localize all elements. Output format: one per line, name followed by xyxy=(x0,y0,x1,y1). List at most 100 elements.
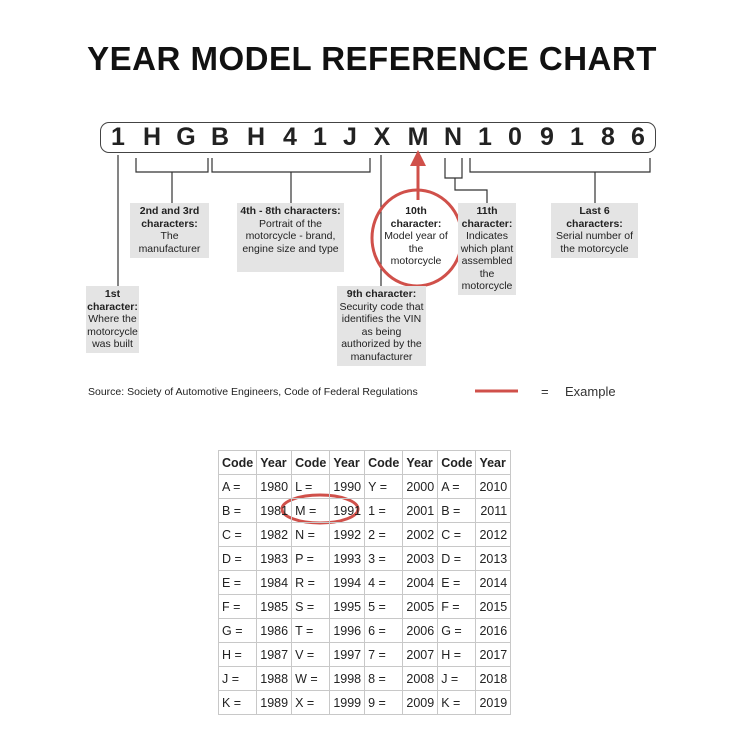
year-cell: 2006 xyxy=(402,618,439,643)
code-cell: D = xyxy=(437,546,477,571)
code-cell: F = xyxy=(437,594,477,619)
vin-character: 8 xyxy=(601,123,615,151)
column-header: Code xyxy=(364,450,404,475)
code-cell: M = xyxy=(291,498,331,523)
code-cell: 7 = xyxy=(364,642,404,667)
year-cell: 1996 xyxy=(329,618,366,643)
year-cell: 2001 xyxy=(402,498,439,523)
code-cell: N = xyxy=(291,522,331,547)
vin-character: G xyxy=(176,123,196,151)
code-cell: F = xyxy=(217,594,258,619)
year-cell: 2017 xyxy=(475,642,512,667)
code-cell: 1 = xyxy=(364,498,404,523)
year-cell: 2009 xyxy=(402,690,439,715)
code-cell: A = xyxy=(217,474,258,499)
year-cell: 2005 xyxy=(402,594,439,619)
year-cell: 2015 xyxy=(475,594,512,619)
table-row: E = 1984 R = 1994 4 = 2004 E = 2014 xyxy=(217,570,512,595)
year-cell: 1990 xyxy=(329,474,366,499)
year-cell: 1989 xyxy=(256,690,293,715)
code-cell: B = xyxy=(217,498,258,523)
code-cell: B = xyxy=(437,498,477,523)
vin-character: 4 xyxy=(283,123,297,151)
code-cell: Y = xyxy=(364,474,404,499)
code-cell: J = xyxy=(437,666,477,691)
vin-character: J xyxy=(343,123,357,151)
column-header: Year xyxy=(329,450,366,475)
column-header: Year xyxy=(475,450,512,475)
year-cell: 1997 xyxy=(329,642,366,667)
vin-character: M xyxy=(407,123,429,151)
year-cell: 1995 xyxy=(329,594,366,619)
code-cell: D = xyxy=(217,546,258,571)
vin-character: 0 xyxy=(508,123,522,151)
code-cell: R = xyxy=(291,570,331,595)
code-cell: L = xyxy=(291,474,331,499)
code-cell: 6 = xyxy=(364,618,404,643)
code-cell: V = xyxy=(291,642,331,667)
bracket-2-3 xyxy=(135,158,209,203)
column-header: Code xyxy=(217,450,258,475)
vin-character: 1 xyxy=(570,123,584,151)
code-cell: X = xyxy=(291,690,331,715)
vin-character: 9 xyxy=(540,123,554,151)
page-title: YEAR MODEL REFERENCE CHART xyxy=(87,40,657,77)
year-cell: 2014 xyxy=(475,570,512,595)
label-eleventh: 11th character: Indicates which plant ass… xyxy=(458,203,516,295)
year-cell: 1985 xyxy=(256,594,293,619)
year-cell: 2000 xyxy=(402,474,439,499)
year-cell: 1994 xyxy=(329,570,366,595)
label-last6: Last 6 characters: Serial number of the m… xyxy=(551,203,638,258)
year-cell: 1983 xyxy=(256,546,293,571)
year-cell: 1992 xyxy=(329,522,366,547)
label-second-third: 2nd and 3rd characters: The manufacturer xyxy=(130,203,209,258)
year-cell: 1993 xyxy=(329,546,366,571)
code-cell: S = xyxy=(291,594,331,619)
code-cell: G = xyxy=(217,618,258,643)
year-cell: 2007 xyxy=(402,642,439,667)
table-row: G = 1986 T = 1996 6 = 2006 G = 2016 xyxy=(217,618,512,643)
vin-character: 6 xyxy=(631,123,645,151)
table-row: K = 1989 X = 1999 9 = 2009 K = 2019 xyxy=(217,690,512,715)
table-header-row: Code Year Code Year Code Year Code Year xyxy=(217,450,512,475)
table-row: D = 1983 P = 1993 3 = 2003 D = 2013 xyxy=(217,546,512,571)
code-cell: 4 = xyxy=(364,570,404,595)
code-cell: K = xyxy=(437,690,477,715)
year-cell: 1986 xyxy=(256,618,293,643)
year-cell: 1999 xyxy=(329,690,366,715)
code-cell: H = xyxy=(437,642,477,667)
table-row: A = 1980 L = 1990 Y = 2000 A = 2010 xyxy=(217,474,512,499)
table-row: J = 1988 W = 1998 8 = 2008 J = 2018 xyxy=(217,666,512,691)
year-cell: 1988 xyxy=(256,666,293,691)
legend-label: Example xyxy=(565,384,616,399)
column-header: Year xyxy=(402,450,439,475)
code-cell: A = xyxy=(437,474,477,499)
code-cell: 5 = xyxy=(364,594,404,619)
year-cell: 2002 xyxy=(402,522,439,547)
year-cell: 1987 xyxy=(256,642,293,667)
table-row: B = 1981 M = 1991 1 = 2001 B = 2011 xyxy=(217,498,512,523)
code-cell: E = xyxy=(437,570,477,595)
legend-equals: = xyxy=(541,384,549,399)
vin-character: X xyxy=(373,123,391,151)
label-first: 1st character: Where the motorcycle was b… xyxy=(86,286,139,353)
code-cell: E = xyxy=(217,570,258,595)
year-cell: 1998 xyxy=(329,666,366,691)
year-cell: 2013 xyxy=(475,546,512,571)
label-fourth-eighth: 4th - 8th characters: Portrait of the mot… xyxy=(237,203,344,272)
bracket-last6 xyxy=(469,158,651,203)
table-row: C = 1982 N = 1992 2 = 2002 C = 2012 xyxy=(217,522,512,547)
year-code-table: Code Year Code Year Code Year Code Year A = 1980… xyxy=(217,450,512,715)
vin-character: 1 xyxy=(111,123,125,151)
year-cell: 2003 xyxy=(402,546,439,571)
bracket-4-8 xyxy=(211,158,371,203)
code-cell: 3 = xyxy=(364,546,404,571)
vin-character: H xyxy=(246,123,266,151)
code-cell: H = xyxy=(217,642,258,667)
code-cell: C = xyxy=(437,522,477,547)
code-cell: K = xyxy=(217,690,258,715)
year-cell: 1991 xyxy=(329,498,366,523)
label-ninth: 9th character: Security code that identif… xyxy=(337,286,426,366)
code-cell: C = xyxy=(217,522,258,547)
